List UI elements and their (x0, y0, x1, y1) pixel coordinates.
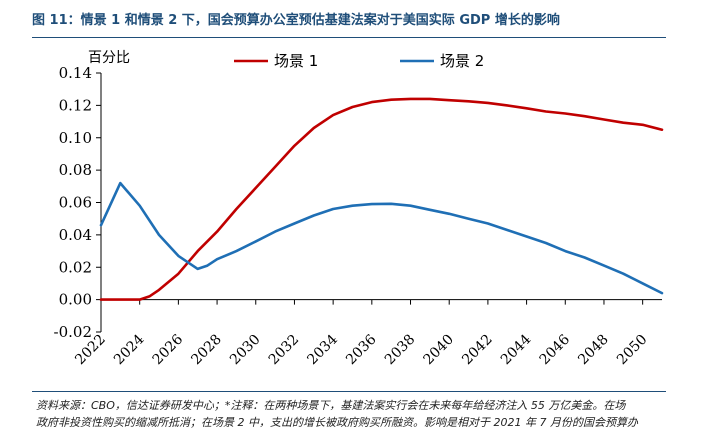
x-tick-label: 2034 (304, 331, 341, 368)
source-line-1: 资料来源：CBO，信达证券研发中心；*注释：在两种场景下，基建法案实行会在未来每… (36, 399, 626, 412)
series-line-1 (99, 97, 664, 301)
source-line-2: 政府非投资性购买的缩减所抵消；在场景 2 中，支出的增长被政府购买所融资。影响是… (36, 416, 638, 429)
y-tick-label: 0.12 (59, 96, 92, 114)
x-axis-ticks: 2022 2024 2026 2028 2030 2032 2034 2036 2038 2040… (72, 299, 651, 369)
x-tick-label: 2040 (421, 332, 458, 369)
footer-rule (32, 391, 666, 392)
x-tick-label: 2024 (111, 331, 148, 368)
x-tick-label: 2030 (227, 332, 264, 369)
x-tick-label: 2028 (188, 332, 225, 369)
series-line-2 (99, 181, 664, 295)
x-tick-label: 2032 (266, 332, 303, 369)
source-note: 资料来源：CBO，信达证券研发中心；*注释：在两种场景下，基建法案实行会在未来每… (36, 397, 707, 431)
y-tick-label: 0.10 (59, 129, 92, 147)
y-tick-label: 0.14 (59, 64, 92, 82)
title-rule (32, 37, 666, 38)
y-tick-label: 0.00 (59, 291, 92, 309)
y-tick-label: 0.02 (59, 258, 92, 276)
legend-label-1: 场景 1 (274, 52, 318, 70)
y-tick-label: 0.04 (59, 226, 92, 244)
chart-legend: 场景 1 场景 2 (234, 52, 484, 70)
chart-axes (100, 73, 662, 332)
x-tick-label: 2050 (614, 332, 651, 369)
x-tick-label: 2044 (498, 331, 535, 368)
chart-series (99, 97, 664, 301)
x-tick-label: 2048 (575, 332, 612, 369)
y-axis-ticks: -0.02 0.00 0.02 0.04 0.06 0.08 0.10 0.12 0.14 (54, 64, 101, 341)
x-tick-label: 2042 (459, 332, 496, 369)
x-tick-label: 2046 (537, 331, 574, 368)
figure-title: 图 11：情景 1 和情景 2 下，国会预算办公室预估基建法案对于美国实际 GD… (32, 13, 560, 28)
x-tick-label: 2036 (343, 331, 380, 368)
y-tick-label: 0.06 (59, 194, 92, 212)
y-axis-unit-label: 百分比 (88, 50, 130, 66)
x-tick-label: 2038 (382, 332, 419, 369)
x-tick-label: 2026 (150, 331, 187, 368)
line-chart: -0.02 0.00 0.02 0.04 0.06 0.08 0.10 0.12 0.14 20… (54, 50, 664, 369)
y-tick-label: -0.02 (54, 323, 92, 341)
y-tick-label: 0.08 (59, 161, 92, 179)
legend-label-2: 场景 2 (440, 52, 484, 70)
